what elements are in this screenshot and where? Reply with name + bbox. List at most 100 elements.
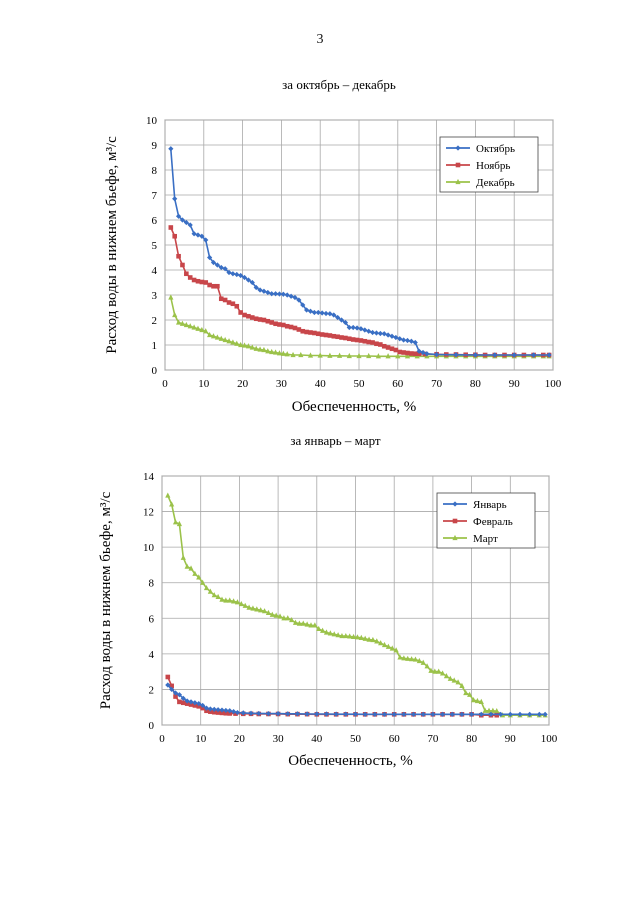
x-axis-label: Обеспеченность, % [288,753,412,769]
data-point [176,692,183,698]
data-point [188,702,194,707]
data-point [276,291,283,297]
data-point [192,703,198,708]
data-point [169,686,175,693]
x-tick-label: 60 [392,378,404,390]
data-point [507,711,513,717]
data-point [238,341,244,348]
data-point [381,343,387,349]
y-tick-label: 10 [143,542,155,554]
data-point [219,707,225,713]
x-tick-label: 80 [466,733,478,745]
data-point [443,672,450,679]
data-point [289,616,295,623]
x-tick-label: 90 [505,733,517,745]
data-point [215,707,221,713]
data-point [338,317,345,323]
y-tick-label: 5 [152,240,158,252]
data-point [385,345,391,350]
data-point [222,297,228,303]
x-tick-label: 50 [354,378,366,390]
data-point [296,327,302,332]
x-tick-label: 10 [195,733,207,745]
data-point [292,294,298,301]
data-point [451,677,457,683]
data-point [265,609,272,616]
data-point [434,351,440,358]
data-point [385,643,391,649]
data-point [374,638,380,644]
data-point [428,667,434,673]
data-point [486,707,492,713]
data-point [354,634,361,640]
data-point [210,333,217,339]
x-tick-label: 40 [315,378,327,390]
data-point [177,699,182,705]
data-point [527,711,533,717]
data-point [238,272,244,279]
data-point [207,706,213,712]
data-point [180,700,186,706]
data-point [296,297,302,303]
data-point [370,340,375,345]
legend: Январь Февраль Март [436,492,536,549]
data-point [214,262,220,268]
data-point [377,330,383,337]
data-point [447,675,453,681]
data-point [420,349,426,356]
data-point [196,701,202,707]
data-point [362,338,368,344]
data-point [204,708,209,714]
x-tick-label: 0 [159,733,165,745]
data-point [184,698,190,704]
data-point [366,339,371,345]
data-point [459,711,465,717]
data-point [168,294,174,300]
data-point [250,605,256,611]
data-point [272,349,279,355]
data-point [176,520,183,527]
data-point [203,584,210,591]
data-point [223,707,229,714]
data-point [354,337,360,343]
data-point [432,668,438,674]
legend-label: Октябрь [476,143,515,155]
data-point [211,709,217,715]
data-point [469,711,475,717]
y-tick-label: 8 [152,165,158,177]
data-point [280,350,286,356]
data-point [424,663,430,669]
data-point [183,219,189,226]
data-point [327,630,333,636]
data-point [492,352,498,358]
data-point [298,351,304,358]
data-point [215,710,221,715]
x-tick-label: 20 [237,378,249,390]
legend-marker [452,534,458,541]
data-point [207,331,213,338]
data-point [184,271,189,277]
data-point [285,711,291,717]
data-point [203,705,210,711]
data-point [250,315,255,320]
legend-label: Декабрь [476,177,515,189]
data-point [242,312,247,318]
data-point [203,280,209,285]
data-point [195,278,201,284]
y-tick-label: 7 [152,190,158,202]
data-point [195,325,201,331]
data-point [288,293,294,299]
data-point [265,348,271,354]
data-point [358,326,364,332]
data-point [253,316,259,322]
data-point [169,683,174,689]
data-point [304,307,310,313]
y-tick-label: 3 [152,290,158,302]
data-point [542,711,548,717]
data-point [323,332,329,338]
data-point [246,604,252,610]
data-point [339,335,344,340]
data-point [257,317,263,322]
data-point [385,353,391,359]
data-point [277,322,282,327]
